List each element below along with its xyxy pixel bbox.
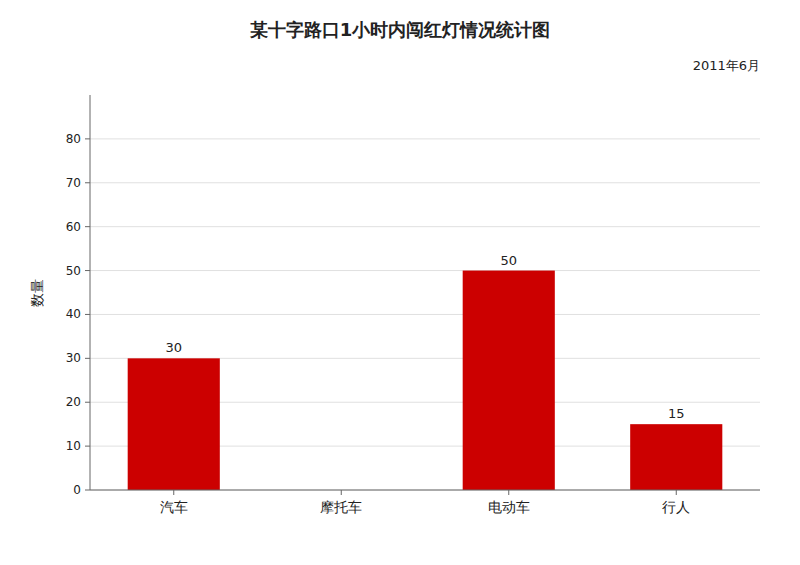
data-labels: 30 50 15 [165,253,684,422]
x-tick [173,490,174,495]
y-tick-label: 40 [66,307,81,321]
y-tick-label: 0 [73,483,81,497]
bar [128,358,220,490]
x-tick-label: 摩托车 [320,499,362,515]
bars [128,271,723,490]
y-tick-label: 70 [66,176,81,190]
x-tick [676,490,677,495]
x-tick-label: 行人 [662,499,690,515]
grid-line [90,490,760,491]
x-tick [508,490,509,495]
page: {"chart_data": {"type": "bar", "title": … [0,0,800,565]
y-tick-label: 80 [66,132,81,146]
chart: 某十字路口1小时内闯红灯情况统计图 2011年6月 0 10 20 30 40 50 60 70 8… [0,0,800,565]
y-tick [85,358,90,359]
y-tick [85,490,90,491]
grid-line [90,226,760,227]
grid [90,139,760,490]
bar [630,424,722,490]
grid-line [90,182,760,183]
y-tick-label: 60 [66,220,81,234]
x-axis: 汽车 摩托车 电动车 行人 [90,490,760,515]
y-axis-line [90,95,91,490]
grid-line [90,138,760,139]
data-label: 30 [165,340,182,355]
x-tick [341,490,342,495]
y-tick [85,446,90,447]
x-tick-label: 汽车 [160,499,188,515]
y-tick [85,314,90,315]
x-axis-line [90,490,760,491]
bar [463,271,555,490]
grid-line [90,314,760,315]
y-axis-label: 数量 [29,279,45,307]
y-tick-label: 20 [66,395,81,409]
y-tick-label: 10 [66,439,81,453]
y-tick [85,270,90,271]
x-tick-label: 电动车 [488,499,530,515]
y-tick [85,226,90,227]
y-tick-label: 50 [66,264,81,278]
subtitle: 2011年6月 [693,58,760,73]
y-tick-label: 30 [66,351,81,365]
grid-line [90,270,760,271]
y-tick [85,138,90,139]
y-tick [85,182,90,183]
data-label: 50 [500,253,517,268]
title: 某十字路口1小时内闯红灯情况统计图 [249,19,551,40]
y-axis: 0 10 20 30 40 50 60 70 80 [66,95,90,497]
data-label: 15 [668,406,685,421]
y-tick [85,402,90,403]
